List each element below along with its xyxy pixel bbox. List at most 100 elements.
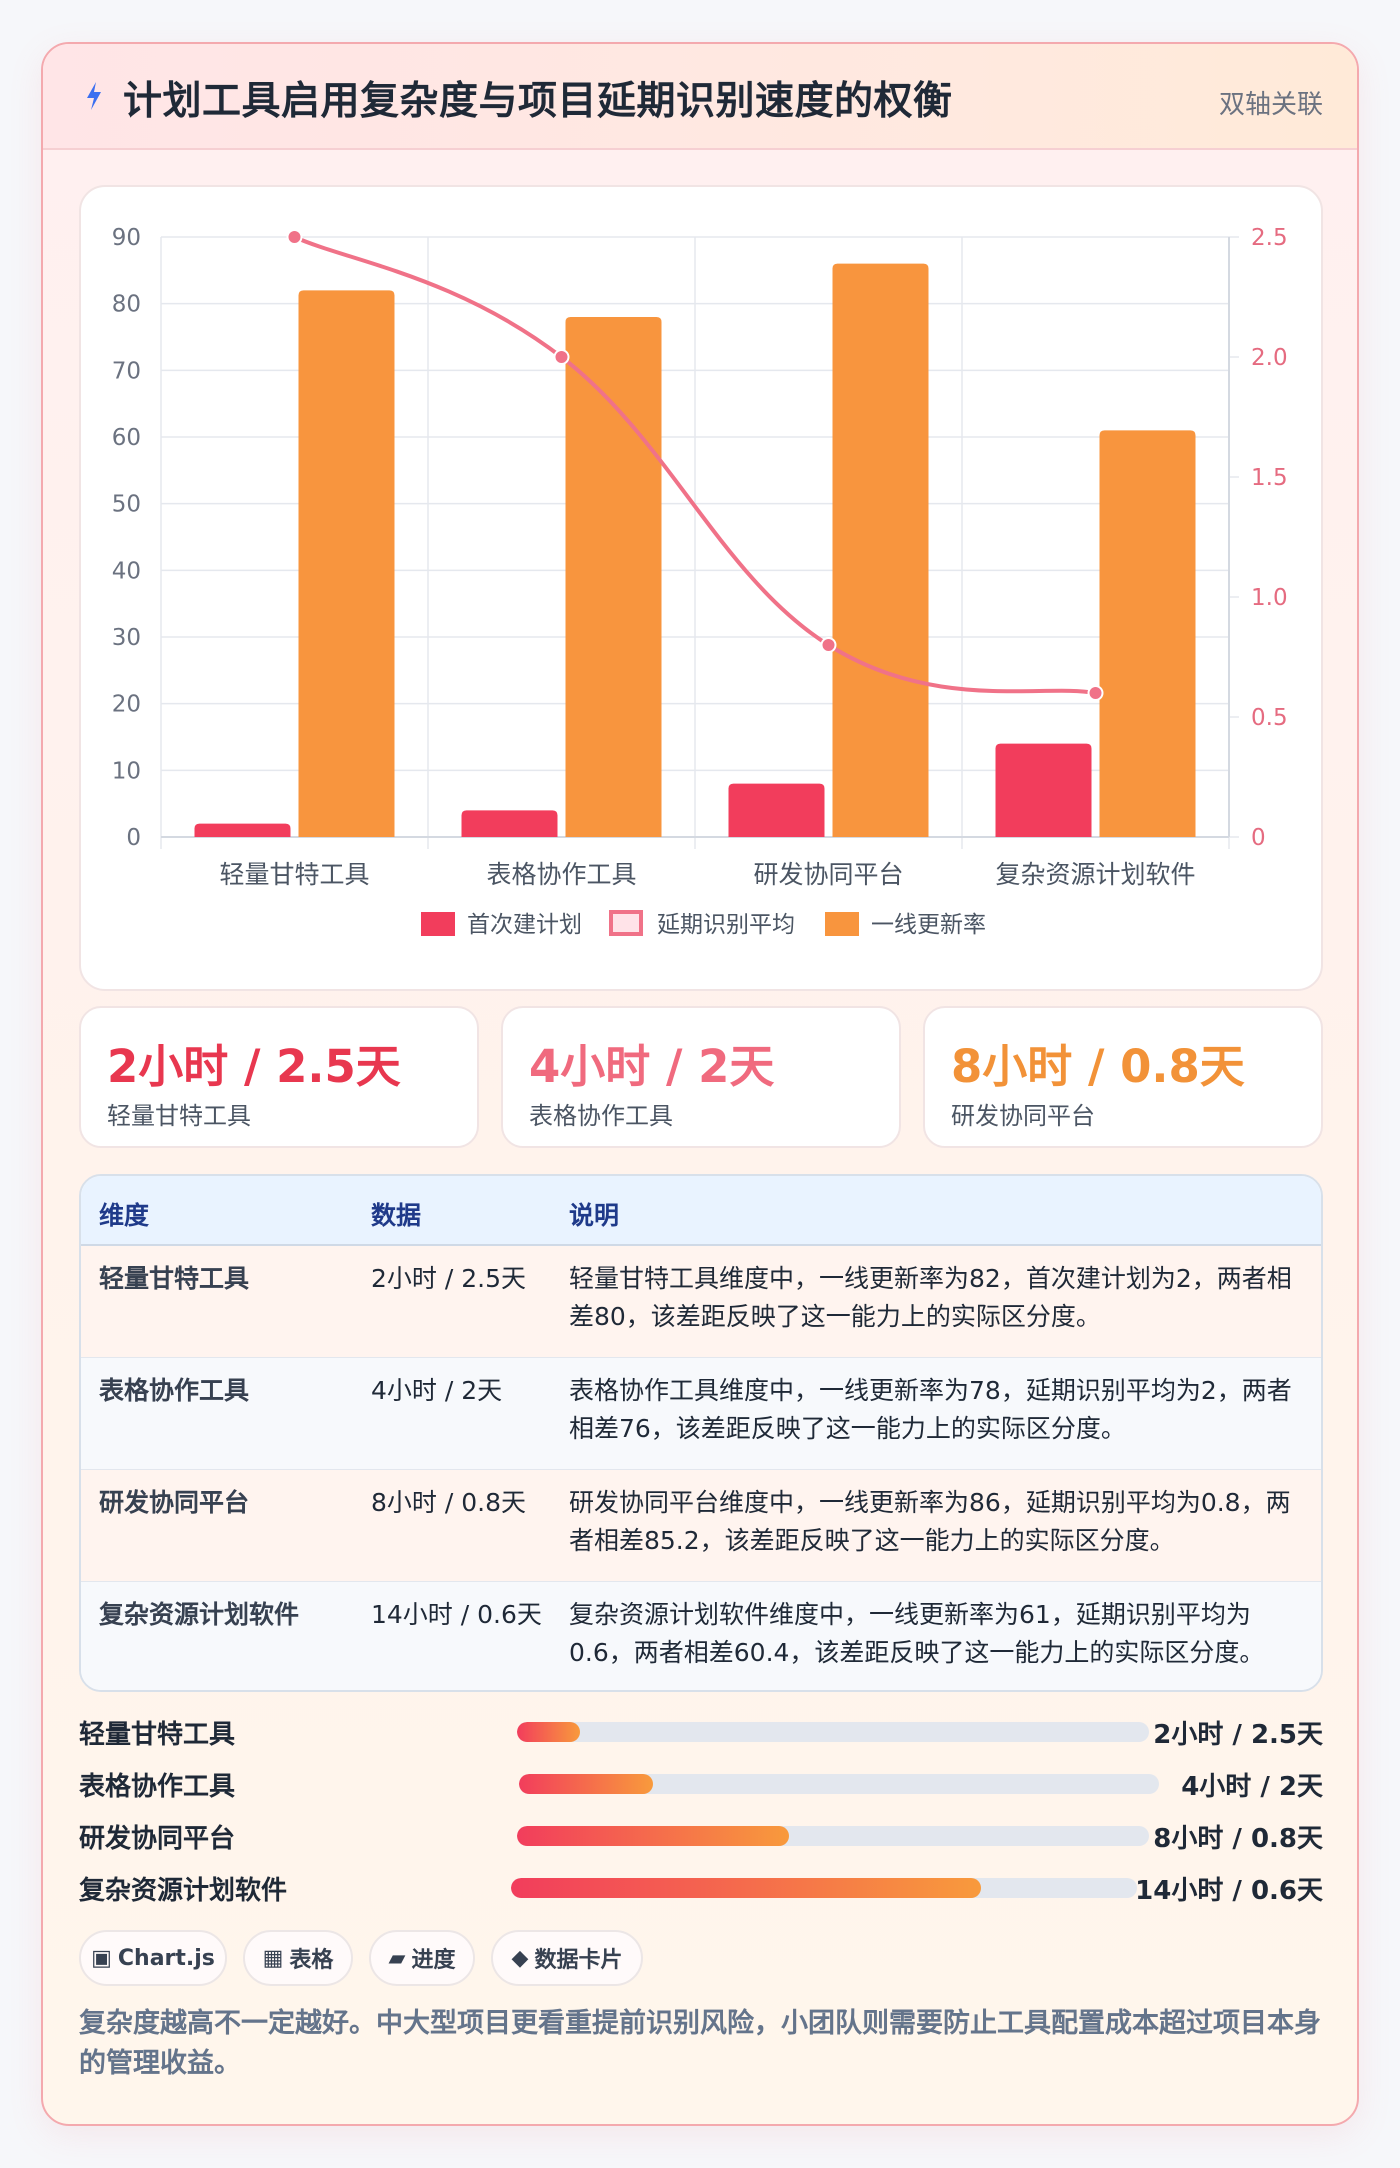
table-cell-data: 14小时 / 0.6天 xyxy=(371,1600,542,1629)
progress-row: 研发协同平台 8小时 / 0.8天 xyxy=(79,1816,1323,1856)
y-left-tick-label: 20 xyxy=(112,692,141,718)
table-cell-dimension: 轻量甘特工具 xyxy=(99,1264,250,1293)
progress-row: 表格协作工具 4小时 / 2天 xyxy=(79,1764,1323,1804)
stat-card: 8小时 / 0.8天 研发协同平台 xyxy=(923,1006,1323,1148)
y-right-tick-label: 2.5 xyxy=(1251,225,1288,251)
progress-track xyxy=(517,1722,1149,1742)
table-row: 研发协同平台 8小时 / 0.8天 研发协同平台维度中，一线更新率为86，延期识… xyxy=(81,1470,1321,1582)
page-title: 计划工具启用复杂度与项目延期识别速度的权衡 xyxy=(123,79,953,124)
table-cell-dimension: 表格协作工具 xyxy=(99,1376,250,1405)
chip-table[interactable]: ▦ 表格 xyxy=(243,1930,353,1986)
bar-first-plan xyxy=(461,810,558,837)
header-tag: 双轴关联 xyxy=(1218,90,1323,120)
lightning-icon xyxy=(87,82,101,110)
progress-row: 轻量甘特工具 2小时 / 2.5天 xyxy=(79,1712,1323,1752)
table-cell-data: 8小时 / 0.8天 xyxy=(371,1488,526,1517)
progress-label: 表格协作工具 xyxy=(79,1772,236,1802)
progress-track xyxy=(519,1774,1159,1794)
progress-fill xyxy=(517,1722,581,1742)
column-header-desc: 说明 xyxy=(569,1201,620,1230)
chart-panel: 0 10 20 30 40 50 60 70 80 90 0 0.5 1.0 1.5 2.0 2.5 轻量甘特工… xyxy=(79,185,1323,991)
y-right-tick-label: 0.5 xyxy=(1251,705,1288,731)
legend-swatch xyxy=(421,912,455,936)
stat-card: 4小时 / 2天 表格协作工具 xyxy=(501,1006,901,1148)
chart-icon: ▣ xyxy=(91,1945,112,1971)
x-tick-label: 复杂资源计划软件 xyxy=(995,860,1195,889)
table-row: 表格协作工具 4小时 / 2天 表格协作工具维度中，一线更新率为78，延期识别平… xyxy=(81,1358,1321,1470)
progress-label: 研发协同平台 xyxy=(79,1824,236,1854)
x-tick-label: 表格协作工具 xyxy=(486,860,636,889)
legend-label: 首次建计划 xyxy=(467,912,582,938)
table-cell-desc: 轻量甘特工具维度中，一线更新率为82，首次建计划为2，两者相差80，该差距反映了… xyxy=(569,1264,1292,1331)
table-cell-desc: 表格协作工具维度中，一线更新率为78，延期识别平均为2，两者相差76，该差距反映… xyxy=(569,1376,1292,1443)
data-table: 维度 数据 说明 轻量甘特工具 2小时 / 2.5天 轻量甘特工具维度中，一线更… xyxy=(79,1174,1323,1692)
x-tick-label: 研发协同平台 xyxy=(753,860,903,889)
column-header-dimension: 维度 xyxy=(99,1201,150,1230)
stat-label: 研发协同平台 xyxy=(951,1102,1095,1130)
bar-update-rate xyxy=(565,317,662,837)
y-left-tick-label: 40 xyxy=(112,558,141,584)
progress-label: 复杂资源计划软件 xyxy=(79,1876,288,1906)
table-cell-dimension: 复杂资源计划软件 xyxy=(99,1600,300,1629)
y-left-tick-label: 70 xyxy=(112,358,141,384)
chip-label: 进度 xyxy=(411,1948,456,1973)
chip-data-card[interactable]: ◆ 数据卡片 xyxy=(491,1930,643,1986)
stat-value: 4小时 / 2天 xyxy=(529,1040,775,1093)
table-cell-data: 4小时 / 2天 xyxy=(371,1376,503,1405)
progress-track xyxy=(517,1826,1149,1846)
progress-value: 14小时 / 0.6天 xyxy=(1135,1876,1323,1906)
progress-row: 复杂资源计划软件 14小时 / 0.6天 xyxy=(79,1868,1323,1908)
chip-label: 数据卡片 xyxy=(534,1948,623,1973)
stat-label: 轻量甘特工具 xyxy=(107,1102,251,1130)
bar-update-rate xyxy=(832,263,929,838)
y-right-tick-label: 2.0 xyxy=(1251,345,1288,371)
chip-chartjs[interactable]: ▣ Chart.js xyxy=(79,1930,227,1986)
progress-value: 4小时 / 2天 xyxy=(1181,1772,1323,1802)
y-right-tick-label: 1.0 xyxy=(1251,585,1288,611)
table-cell-desc: 研发协同平台维度中，一线更新率为86，延期识别平均为0.8，两者相差85.2，该… xyxy=(569,1488,1291,1555)
chip-label: 表格 xyxy=(289,1948,334,1973)
legend-label: 一线更新率 xyxy=(871,912,986,938)
progress-icon: ▰ xyxy=(388,1945,406,1971)
y-left-tick-label: 10 xyxy=(112,758,141,784)
table-cell-data: 2小时 / 2.5天 xyxy=(371,1264,526,1293)
progress-fill xyxy=(511,1878,981,1898)
y-left-tick-label: 60 xyxy=(112,425,141,451)
main-card: 计划工具启用复杂度与项目延期识别速度的权衡 双轴关联 0 10 20 30 40 50 60… xyxy=(41,42,1359,2126)
legend-swatch xyxy=(825,912,859,936)
y-left-tick-label: 80 xyxy=(112,292,141,318)
column-header-data: 数据 xyxy=(371,1201,422,1230)
y-right-tick-label: 1.5 xyxy=(1251,465,1288,491)
card-header: 计划工具启用复杂度与项目延期识别速度的权衡 双轴关联 xyxy=(43,44,1357,150)
legend-swatch xyxy=(609,910,643,936)
progress-value: 2小时 / 2.5天 xyxy=(1153,1720,1323,1750)
table-header: 维度 数据 说明 xyxy=(81,1176,1321,1246)
y-right-tick-label: 0 xyxy=(1251,825,1266,851)
bar-first-plan xyxy=(194,823,291,837)
line-point xyxy=(286,229,303,245)
table-icon: ▦ xyxy=(262,1945,284,1971)
progress-fill xyxy=(519,1774,654,1794)
bar-update-rate xyxy=(298,290,395,837)
line-point xyxy=(1087,685,1104,701)
table-row: 轻量甘特工具 2小时 / 2.5天 轻量甘特工具维度中，一线更新率为82，首次建… xyxy=(81,1246,1321,1358)
y-left-tick-label: 30 xyxy=(112,625,141,651)
progress-value: 8小时 / 0.8天 xyxy=(1153,1824,1323,1854)
stat-value: 8小时 / 0.8天 xyxy=(951,1040,1245,1093)
progress-label: 轻量甘特工具 xyxy=(79,1720,236,1750)
stat-label: 表格协作工具 xyxy=(529,1102,673,1130)
progress-fill xyxy=(517,1826,789,1846)
footnote: 复杂度越高不一定越好。中大型项目更看重提前识别风险，小团队则需要防止工具配置成本… xyxy=(79,2008,1321,2079)
chip-label: Chart.js xyxy=(117,1945,215,1971)
chip-progress[interactable]: ▰ 进度 xyxy=(369,1930,475,1986)
legend-label: 延期识别平均 xyxy=(657,912,795,938)
table-row: 复杂资源计划软件 14小时 / 0.6天 复杂资源计划软件维度中，一线更新率为6… xyxy=(81,1582,1321,1690)
diamond-icon: ◆ xyxy=(511,1945,529,1971)
line-point xyxy=(553,349,570,365)
y-left-tick-label: 50 xyxy=(112,492,141,518)
line-point xyxy=(820,637,837,653)
line-delay-recognition xyxy=(293,235,1096,695)
bar-first-plan xyxy=(995,743,1092,837)
table-cell-dimension: 研发协同平台 xyxy=(99,1488,250,1517)
y-left-tick-label: 90 xyxy=(112,225,141,251)
